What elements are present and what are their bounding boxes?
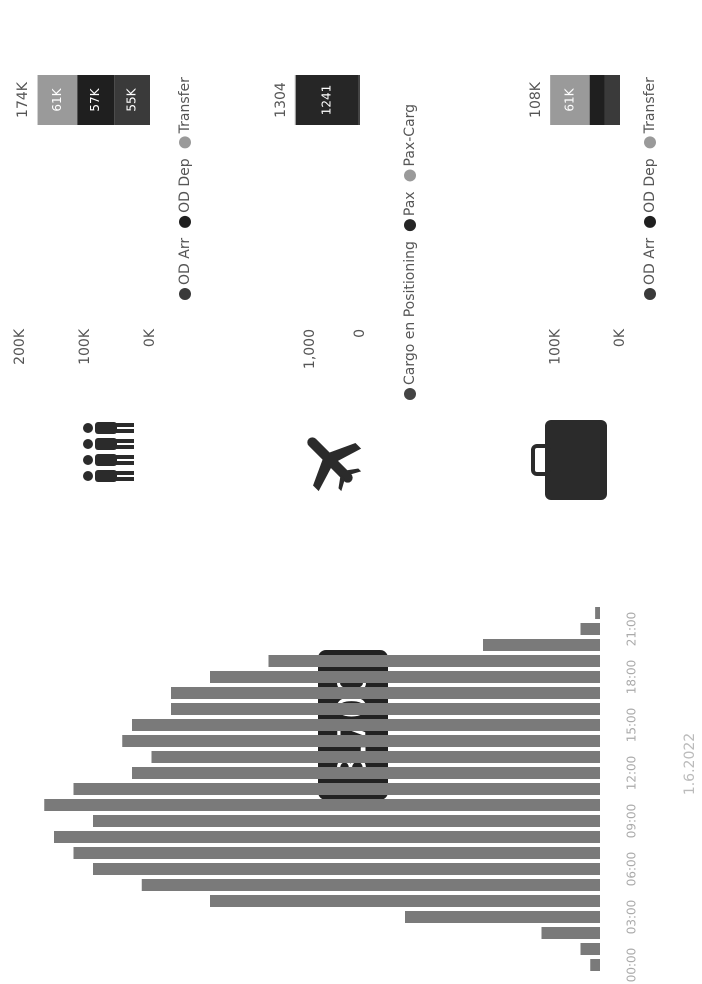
- bar: [93, 815, 600, 827]
- bar: [73, 783, 600, 795]
- bar-segment: [550, 75, 590, 125]
- legend-marker: [644, 136, 656, 149]
- y-tick-label: 0: [352, 329, 368, 338]
- bar: [141, 879, 600, 891]
- y-tick-label: 200K: [12, 328, 28, 365]
- legend-label: Transfer: [177, 77, 193, 135]
- legend-label: OD Dep: [642, 158, 658, 213]
- legend-label: Pax: [402, 191, 418, 216]
- y-tick-label: 100K: [547, 328, 563, 365]
- x-tick-label: 09:00: [625, 804, 639, 839]
- bar: [405, 911, 600, 923]
- bar: [44, 799, 600, 811]
- bar: [595, 607, 600, 619]
- bar: [132, 719, 600, 731]
- legend-label: Pax-Carg: [402, 104, 418, 166]
- legend-label: OD Arr: [177, 238, 193, 285]
- bar-segment: [77, 75, 115, 125]
- bar: [171, 703, 600, 715]
- legend-marker: [404, 388, 416, 400]
- bar: [210, 671, 600, 683]
- bar: [132, 767, 600, 779]
- bar: [580, 623, 600, 635]
- total-label: 174K: [15, 81, 31, 118]
- data-label: 61K: [562, 87, 576, 111]
- y-tick-label: 0K: [142, 328, 158, 347]
- legend-marker: [179, 215, 191, 228]
- bar-segment: [295, 75, 359, 125]
- data-label: 57K: [88, 87, 102, 111]
- bar: [122, 735, 600, 747]
- bar: [483, 639, 600, 651]
- bar-segment: [589, 75, 605, 125]
- baggage-icon: [531, 420, 607, 500]
- bar: [580, 943, 600, 955]
- x-tick-label: 15:00: [625, 708, 639, 743]
- bar: [54, 831, 600, 843]
- total-label: 108K: [528, 81, 544, 118]
- bar: [151, 751, 600, 763]
- legend-marker: [179, 136, 191, 149]
- bar: [590, 959, 600, 971]
- bar-segment: [358, 75, 360, 125]
- legend-marker: [644, 215, 656, 228]
- y-tick-label: 1,000: [302, 329, 318, 369]
- bar-segment: [604, 75, 620, 125]
- bar: [541, 927, 600, 939]
- legend-label: OD Arr: [642, 238, 658, 285]
- y-tick-label: 0K: [612, 328, 628, 347]
- bar: [93, 863, 600, 875]
- flights-icon: [307, 437, 362, 492]
- bar: [210, 895, 600, 907]
- bar: [73, 847, 600, 859]
- data-label: 1241: [319, 85, 333, 116]
- date-label: 1.6.2022: [682, 733, 698, 795]
- legend-label: Cargo en Positioning: [402, 241, 418, 385]
- bar-segment: [294, 75, 296, 125]
- bar-segment: [37, 75, 78, 125]
- x-tick-label: 18:00: [625, 660, 639, 695]
- legend-marker: [404, 219, 416, 232]
- bar-segment: [114, 75, 150, 125]
- passengers-icon: [83, 422, 134, 482]
- total-label: 1304: [273, 82, 289, 118]
- legend-label: OD Dep: [177, 158, 193, 213]
- x-tick-label: 03:00: [625, 900, 639, 935]
- data-label: 55K: [125, 87, 139, 111]
- x-tick-label: 21:00: [625, 612, 639, 647]
- bar: [268, 655, 600, 667]
- legend-marker: [644, 288, 656, 300]
- legend-marker: [179, 288, 191, 300]
- data-label: 61K: [50, 87, 64, 111]
- x-tick-label: 06:00: [625, 852, 639, 887]
- y-tick-label: 100K: [77, 328, 93, 365]
- legend-marker: [404, 169, 416, 182]
- legend-label: Transfer: [642, 77, 658, 135]
- x-tick-label: 00:00: [625, 948, 639, 983]
- bar: [171, 687, 600, 699]
- x-tick-label: 12:00: [625, 756, 639, 791]
